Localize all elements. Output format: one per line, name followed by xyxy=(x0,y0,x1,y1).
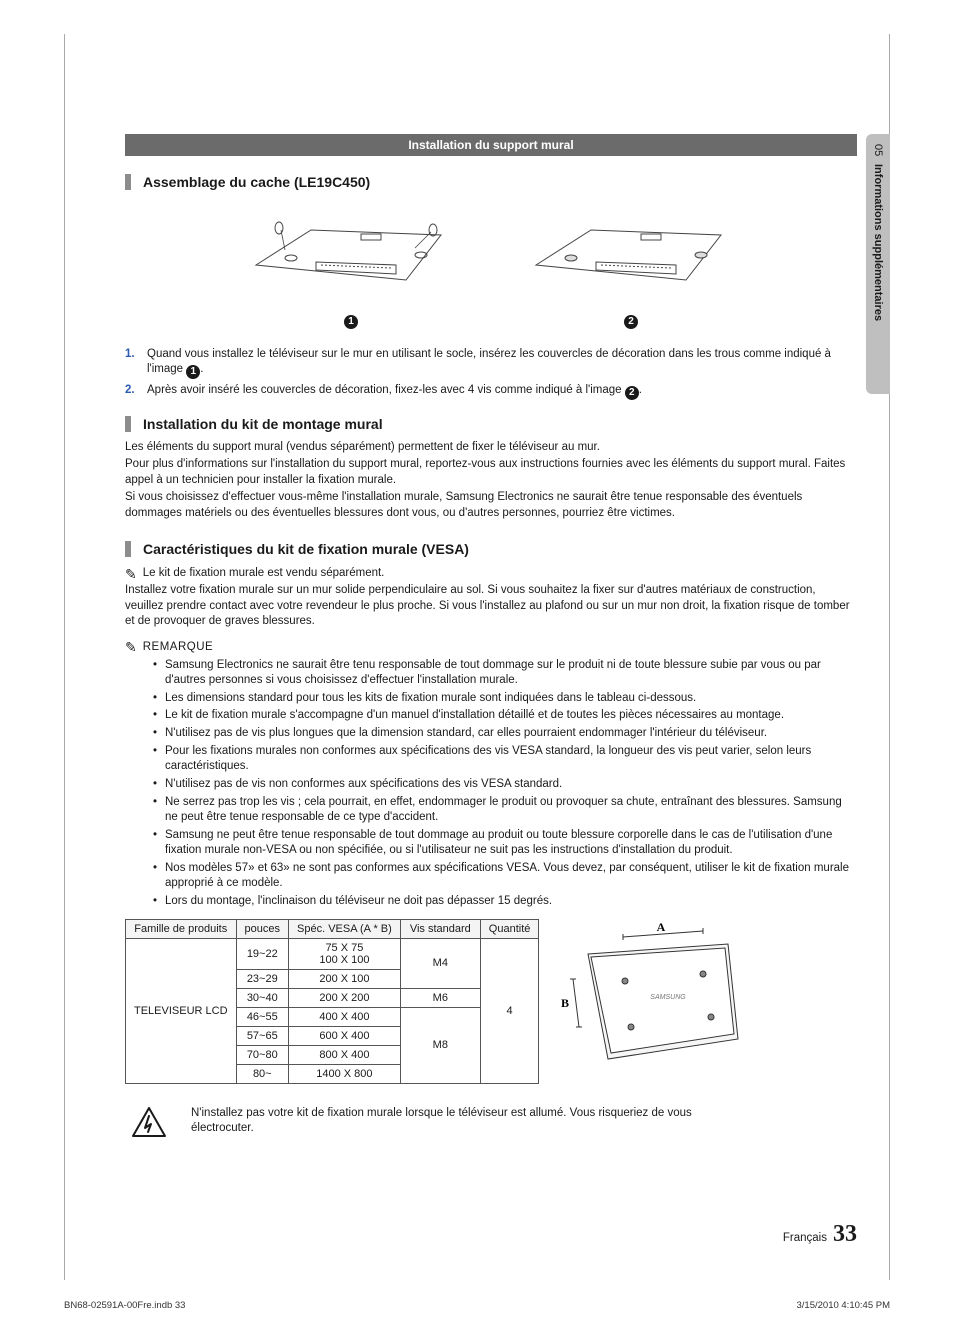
bullet-item: Lors du montage, l'inclinaison du télévi… xyxy=(153,894,857,909)
step-item: 2. Après avoir inséré les couvercles de … xyxy=(125,383,857,400)
note-line: ✎ Le kit de fixation murale est vendu sé… xyxy=(125,567,857,581)
step-number: 2. xyxy=(125,383,147,400)
table-row: TELEVISEUR LCD 19~22 75 X 75 100 X 100 M… xyxy=(126,938,539,969)
body-text: Les éléments du support mural (vendus sé… xyxy=(125,440,857,456)
inline-circled-num: 1 xyxy=(186,365,200,379)
cell-inches: 19~22 xyxy=(236,938,288,969)
doc-timestamp: 3/15/2010 4:10:45 PM xyxy=(797,1300,891,1311)
th-family: Famille de produits xyxy=(126,919,237,938)
step-text: Après avoir inséré les couvercles de déc… xyxy=(147,383,642,400)
bullet-item: Samsung ne peut être tenue responsable d… xyxy=(153,828,857,858)
tv-back-illustration-1 xyxy=(241,210,461,300)
dim-label-b: B xyxy=(561,996,569,1010)
bullet-item: Pour les fixations murales non conformes… xyxy=(153,744,857,774)
chapter-number: 05 xyxy=(872,144,884,156)
cell-screw: M6 xyxy=(400,988,480,1007)
cell-inches: 46~55 xyxy=(236,1007,288,1026)
cell-vesa: 75 X 75 100 X 100 xyxy=(289,938,401,969)
vesa-table-area: Famille de produits pouces Spéc. VESA (A… xyxy=(125,919,857,1084)
body-text: Si vous choisissez d'effectuer vous-même… xyxy=(125,490,857,521)
vesa-spec-table: Famille de produits pouces Spéc. VESA (A… xyxy=(125,919,539,1084)
diagram-1: 1 xyxy=(241,210,461,329)
brand-label: SAMSUNG xyxy=(651,994,687,1001)
note-text: Le kit de fixation murale est vendu sépa… xyxy=(143,567,385,579)
section-title: Caractéristiques du kit de fixation mura… xyxy=(143,541,469,557)
th-screw: Vis standard xyxy=(400,919,480,938)
th-vesa: Spéc. VESA (A * B) xyxy=(289,919,401,938)
section-title: Installation du kit de montage mural xyxy=(143,416,383,432)
bullet-item: N'utilisez pas de vis plus longues que l… xyxy=(153,726,857,741)
remark-bullets: Samsung Electronics ne saurait être tenu… xyxy=(153,658,857,909)
page-frame: 05 Informations supplémentaires Installa… xyxy=(64,34,890,1280)
diagram-2: 2 xyxy=(521,210,741,329)
bullet-item: Le kit de fixation murale s'accompagne d… xyxy=(153,708,857,723)
doc-filename: BN68-02591A-00Fre.indb 33 xyxy=(64,1300,185,1311)
cell-vesa: 400 X 400 xyxy=(289,1007,401,1026)
bullet-item: Les dimensions standard pour tous les ki… xyxy=(153,691,857,706)
cell-inches: 70~80 xyxy=(236,1045,288,1064)
cell-inches: 23~29 xyxy=(236,969,288,988)
dim-label-a: A xyxy=(657,920,666,934)
cell-qty: 4 xyxy=(480,938,539,1083)
cell-screw: M4 xyxy=(400,938,480,988)
section-header-vesa: Caractéristiques du kit de fixation mura… xyxy=(125,541,857,557)
cell-vesa: 600 X 400 xyxy=(289,1026,401,1045)
warning-text: N'installez pas votre kit de fixation mu… xyxy=(191,1106,751,1137)
assembly-steps-list: 1. Quand vous installez le téléviseur su… xyxy=(125,347,857,400)
bullet-item: Samsung Electronics ne saurait être tenu… xyxy=(153,658,857,688)
body-text: Installez votre fixation murale sur un m… xyxy=(125,583,857,630)
body-text: Pour plus d'informations sur l'installat… xyxy=(125,457,857,488)
cell-vesa: 200 X 200 xyxy=(289,988,401,1007)
cell-vesa: 800 X 400 xyxy=(289,1045,401,1064)
section-bar-icon xyxy=(125,416,131,432)
warning-row: N'installez pas votre kit de fixation mu… xyxy=(125,1106,857,1138)
chapter-side-tab: 05 Informations supplémentaires xyxy=(866,134,890,394)
step-item: 1. Quand vous installez le téléviseur su… xyxy=(125,347,857,379)
cell-inches: 80~ xyxy=(236,1064,288,1083)
cell-screw: M8 xyxy=(400,1007,480,1083)
note-icon: ✎ xyxy=(125,567,137,581)
section-bar-icon xyxy=(125,541,131,557)
circled-2-icon: 2 xyxy=(624,315,638,329)
table-header-row: Famille de produits pouces Spéc. VESA (A… xyxy=(126,919,539,938)
circled-1-icon: 1 xyxy=(344,315,358,329)
bullet-item: Nos modèles 57» et 63» ne sont pas confo… xyxy=(153,861,857,891)
cell-inches: 30~40 xyxy=(236,988,288,1007)
footer-page-number: 33 xyxy=(833,1221,857,1248)
section-header-assembly: Assemblage du cache (LE19C450) xyxy=(125,174,857,190)
chapter-label: Informations supplémentaires xyxy=(872,164,884,321)
cell-family: TELEVISEUR LCD xyxy=(126,938,237,1083)
th-inches: pouces xyxy=(236,919,288,938)
step-number: 1. xyxy=(125,347,147,379)
note-icon: ✎ xyxy=(125,640,137,654)
tv-back-illustration-2 xyxy=(521,210,741,300)
cell-inches: 57~65 xyxy=(236,1026,288,1045)
warning-triangle-icon xyxy=(131,1106,167,1138)
th-qty: Quantité xyxy=(480,919,539,938)
footer-language: Français xyxy=(783,1232,827,1244)
page-footer: Français 33 xyxy=(783,1221,857,1248)
step-text: Quand vous installez le téléviseur sur l… xyxy=(147,347,857,379)
content-area: Installation du support mural Assemblage… xyxy=(125,134,857,1138)
assembly-diagrams: 1 2 xyxy=(125,210,857,329)
bullet-item: Ne serrez pas trop les vis ; cela pourra… xyxy=(153,795,857,825)
section-bar-icon xyxy=(125,174,131,190)
remark-header: ✎ REMARQUE xyxy=(125,640,857,654)
bullet-item: N'utilisez pas de vis non conformes aux … xyxy=(153,777,857,792)
cell-vesa: 200 X 100 xyxy=(289,969,401,988)
remark-label: REMARQUE xyxy=(143,641,213,653)
inline-circled-num: 2 xyxy=(625,386,639,400)
section-title: Assemblage du cache (LE19C450) xyxy=(143,174,370,190)
section-header-kit: Installation du kit de montage mural xyxy=(125,416,857,432)
vesa-dimension-diagram: A B SAMSUNG xyxy=(553,919,743,1069)
cell-vesa: 1400 X 800 xyxy=(289,1064,401,1083)
section-banner: Installation du support mural xyxy=(125,134,857,156)
